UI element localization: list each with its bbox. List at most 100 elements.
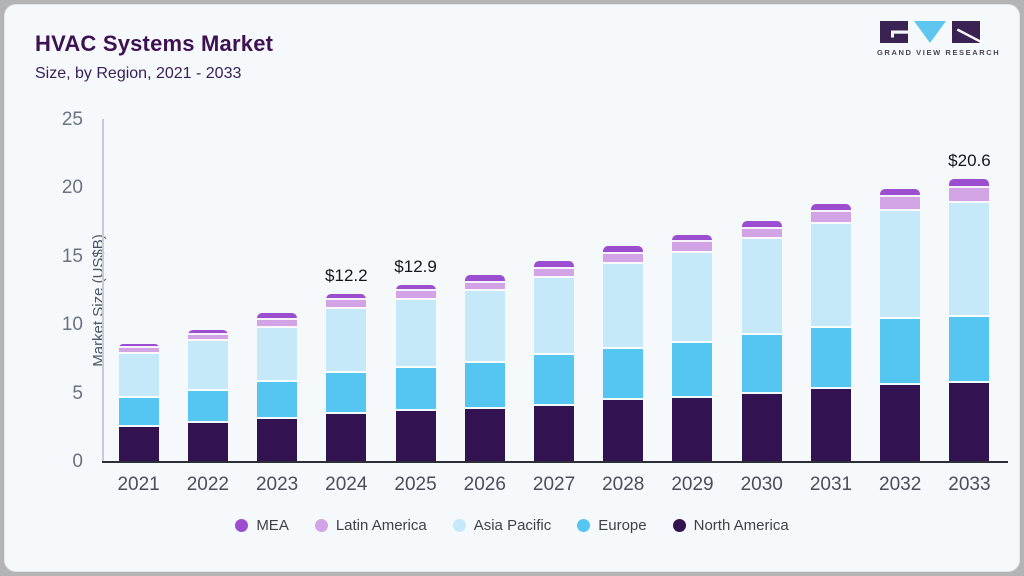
legend-item-north-america[interactable]: North America (672, 517, 789, 534)
segment-latin-america[interactable] (395, 290, 436, 300)
legend-label: MEA (256, 517, 289, 534)
stacked-bar-2027[interactable] (534, 260, 575, 461)
bar-slot-2026 (450, 119, 519, 461)
segment-asia-pacific[interactable] (672, 253, 713, 344)
gvr-logo-icon (880, 21, 980, 43)
segment-north-america[interactable] (741, 394, 782, 461)
stacked-bar-2032[interactable] (880, 188, 921, 461)
segment-europe[interactable] (257, 381, 298, 419)
y-tick-label: 0 (72, 451, 83, 472)
bar-slot-2031 (796, 119, 865, 461)
segment-europe[interactable] (810, 328, 851, 390)
segment-north-america[interactable] (949, 383, 990, 461)
segment-latin-america[interactable] (187, 334, 228, 342)
segment-mea[interactable] (880, 188, 921, 197)
segment-north-america[interactable] (534, 405, 575, 461)
legend-item-europe[interactable]: Europe (577, 517, 647, 534)
stacked-bar-2026[interactable] (464, 275, 505, 461)
segment-europe[interactable] (326, 372, 367, 414)
segment-europe[interactable] (464, 363, 505, 409)
page-title: HVAC Systems Market (35, 31, 274, 56)
segment-mea[interactable] (464, 275, 505, 283)
segment-mea[interactable] (118, 344, 159, 349)
legend-item-asia-pacific[interactable]: Asia Pacific (452, 517, 551, 534)
bar-value-label: $20.6 (948, 151, 991, 171)
segment-asia-pacific[interactable] (326, 308, 367, 373)
segment-latin-america[interactable] (672, 242, 713, 254)
segment-latin-america[interactable] (949, 188, 990, 203)
segment-europe[interactable] (395, 368, 436, 412)
segment-latin-america[interactable] (810, 212, 851, 225)
x-tick-label-2033: 2033 (948, 474, 991, 495)
stacked-bar-2029[interactable] (672, 234, 713, 461)
chart-legend: MEA Latin America Asia Pacific Europe North … (5, 517, 1019, 534)
segment-asia-pacific[interactable] (257, 328, 298, 382)
x-tick-label-2028: 2028 (602, 474, 645, 495)
y-axis-line (102, 119, 104, 462)
stacked-bar-2033[interactable] (949, 179, 990, 461)
segment-mea[interactable] (603, 246, 644, 255)
stacked-bar-2028[interactable] (603, 246, 644, 461)
segment-europe[interactable] (534, 355, 575, 406)
bar-value-label: $12.2 (325, 266, 368, 286)
segment-north-america[interactable] (880, 385, 921, 461)
y-tick-label: 15 (61, 245, 83, 267)
segment-latin-america[interactable] (603, 254, 644, 265)
segment-asia-pacific[interactable] (395, 299, 436, 369)
segment-asia-pacific[interactable] (880, 210, 921, 320)
segment-north-america[interactable] (603, 400, 644, 461)
segment-north-america[interactable] (118, 426, 159, 461)
segment-north-america[interactable] (257, 418, 298, 461)
segment-asia-pacific[interactable] (810, 224, 851, 329)
segment-asia-pacific[interactable] (603, 264, 644, 349)
segment-north-america[interactable] (395, 411, 436, 461)
segment-europe[interactable] (949, 316, 990, 383)
segment-asia-pacific[interactable] (949, 202, 990, 317)
legend-item-latin-america[interactable]: Latin America (314, 517, 427, 534)
segment-asia-pacific[interactable] (118, 354, 159, 399)
segment-mea[interactable] (949, 179, 990, 189)
stacked-bar-2024[interactable] (326, 294, 367, 461)
segment-europe[interactable] (187, 391, 228, 424)
segment-north-america[interactable] (810, 389, 851, 461)
stacked-bar-2022[interactable] (187, 329, 228, 461)
segment-mea[interactable] (326, 294, 367, 300)
segment-latin-america[interactable] (464, 282, 505, 291)
segment-europe[interactable] (603, 348, 644, 401)
segment-mea[interactable] (395, 284, 436, 291)
segment-north-america[interactable] (464, 409, 505, 461)
legend-dot-icon (672, 519, 686, 532)
segment-north-america[interactable] (672, 398, 713, 461)
segment-asia-pacific[interactable] (534, 277, 575, 356)
segment-mea[interactable] (672, 234, 713, 243)
segment-asia-pacific[interactable] (187, 341, 228, 392)
segment-latin-america[interactable] (118, 348, 159, 355)
stacked-bar-2025[interactable] (395, 284, 436, 461)
segment-latin-america[interactable] (741, 228, 782, 240)
segment-latin-america[interactable] (534, 268, 575, 278)
segment-asia-pacific[interactable] (741, 239, 782, 335)
stacked-bar-2023[interactable] (257, 313, 298, 461)
segment-europe[interactable] (118, 398, 159, 427)
stacked-bar-2031[interactable] (810, 203, 851, 461)
segment-mea[interactable] (741, 221, 782, 229)
stacked-bar-2021[interactable] (118, 344, 159, 461)
segment-latin-america[interactable] (257, 320, 298, 329)
segment-europe[interactable] (672, 343, 713, 399)
stacked-bar-2030[interactable] (741, 221, 782, 461)
segment-north-america[interactable] (326, 413, 367, 461)
segment-latin-america[interactable] (326, 299, 367, 309)
legend-item-mea[interactable]: MEA (235, 517, 289, 534)
segment-asia-pacific[interactable] (464, 290, 505, 364)
x-tick-label-2030: 2030 (740, 474, 783, 495)
segment-latin-america[interactable] (880, 196, 921, 211)
x-tick-label-2032: 2032 (879, 474, 922, 495)
segment-europe[interactable] (880, 319, 921, 386)
segment-europe[interactable] (741, 334, 782, 394)
segment-mea[interactable] (257, 313, 298, 321)
grand-view-research-logo: GRAND VIEW RESEARCH (877, 21, 999, 57)
segment-mea[interactable] (810, 203, 851, 213)
segment-north-america[interactable] (187, 423, 228, 461)
segment-mea[interactable] (534, 260, 575, 269)
segment-mea[interactable] (187, 329, 228, 335)
